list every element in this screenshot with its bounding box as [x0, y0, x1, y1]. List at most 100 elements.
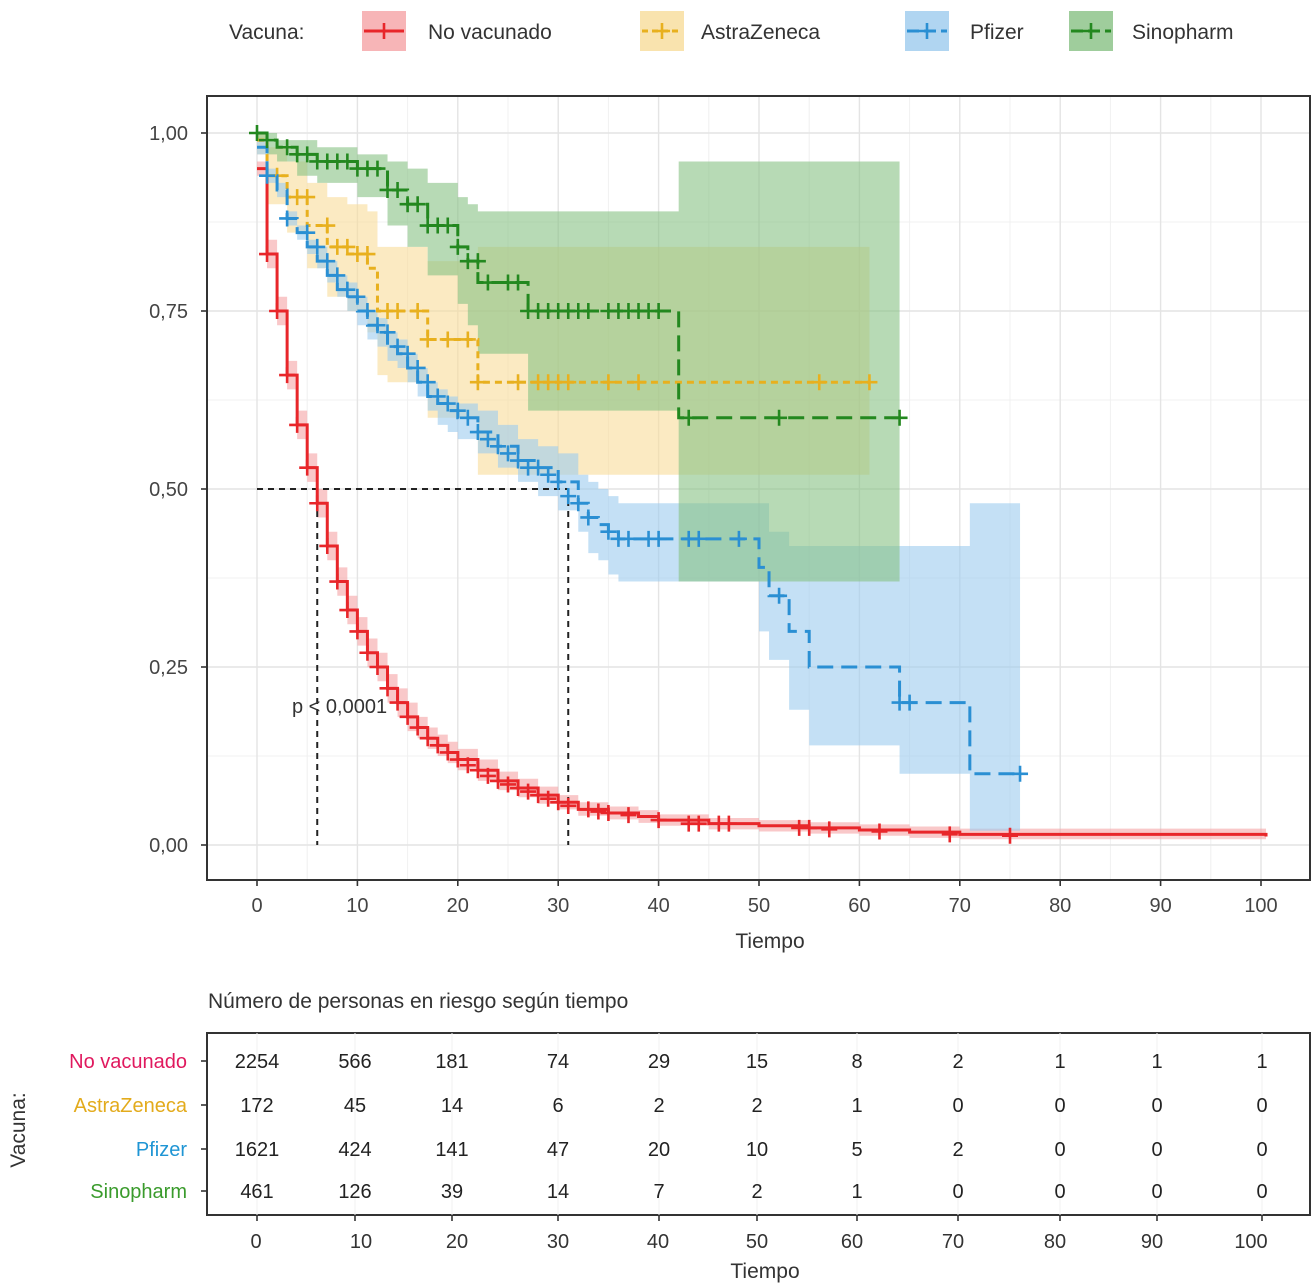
risk-cell: 14	[547, 1181, 569, 1203]
x-tick-label: 10	[346, 895, 368, 917]
legend-label: Sinopharm	[1132, 21, 1234, 44]
censor-mark	[861, 374, 878, 391]
x-axis-title: Tiempo	[735, 930, 804, 953]
censor-mark	[1002, 827, 1018, 844]
censor-mark	[359, 644, 376, 661]
risk-cell: 1621	[235, 1139, 280, 1161]
risk-x-tick-label: 40	[647, 1231, 669, 1253]
risk-table-title: Número de personas en riesgo según tiemp…	[208, 990, 628, 1013]
risk-row-label: AstraZeneca	[74, 1095, 188, 1117]
risk-cell: 10	[746, 1139, 768, 1161]
censor-mark	[259, 132, 276, 149]
censor-mark	[560, 374, 577, 391]
x-tick-label: 80	[1049, 895, 1071, 917]
risk-cell: 1	[1256, 1051, 1267, 1073]
risk-cell: 39	[441, 1181, 463, 1203]
censor-mark	[590, 803, 607, 820]
risk-cell: 0	[1054, 1181, 1065, 1203]
censor-mark	[650, 812, 667, 829]
censor-mark	[369, 160, 386, 177]
censor-mark	[469, 762, 486, 779]
risk-cell: 47	[547, 1139, 569, 1161]
x-tick-label: 30	[547, 895, 569, 917]
censor-mark	[580, 801, 597, 818]
censor-mark	[811, 374, 828, 391]
censor-mark	[479, 274, 496, 291]
survival-curves	[249, 125, 1268, 844]
censor-mark	[349, 288, 366, 305]
ci-band-sinopharm	[257, 133, 900, 582]
y-tick-label: 0,75	[149, 301, 188, 323]
censor-mark	[620, 530, 637, 547]
risk-cell: 126	[338, 1181, 371, 1203]
censor-mark	[871, 823, 888, 840]
risk-table: Número de personas en riesgo según tiemp…	[7, 990, 1311, 1283]
risk-cell: 0	[952, 1181, 963, 1203]
censor-mark	[510, 780, 527, 797]
series-pfizer	[257, 145, 1029, 782]
risk-cell: 461	[240, 1181, 273, 1203]
censor-mark	[469, 424, 486, 441]
y-tick-label: 1,00	[149, 123, 188, 145]
censor-mark	[600, 374, 617, 391]
censor-mark	[369, 317, 386, 334]
censor-mark	[771, 409, 788, 426]
censor-mark	[369, 659, 386, 675]
risk-cell: 2	[751, 1181, 762, 1203]
legend-item-sinopharm: Sinopharm	[1069, 11, 1234, 51]
censor-mark	[449, 402, 466, 419]
risk-cell: 0	[952, 1095, 963, 1117]
risk-cell: 1	[1054, 1051, 1065, 1073]
risk-x-axis-title: Tiempo	[730, 1260, 799, 1283]
censor-mark	[259, 167, 276, 184]
censor-mark	[259, 246, 276, 263]
x-tick-label: 50	[748, 895, 770, 917]
censor-mark	[510, 452, 527, 469]
censor-mark	[479, 767, 496, 784]
series-astrazeneca	[257, 138, 878, 391]
series-no-vacunado	[257, 167, 1268, 844]
legend-label: Pfizer	[970, 21, 1024, 44]
censor-mark	[409, 196, 426, 213]
censor-mark	[299, 189, 316, 206]
risk-cell: 141	[435, 1139, 468, 1161]
censor-mark	[299, 224, 316, 241]
risk-cell: 0	[1151, 1139, 1162, 1161]
censor-mark	[319, 253, 336, 270]
censor-mark	[339, 238, 356, 255]
risk-cell: 6	[552, 1095, 563, 1117]
censor-mark	[580, 509, 597, 526]
censor-mark	[449, 751, 466, 768]
censor-mark	[319, 537, 336, 554]
censor-mark	[279, 367, 296, 384]
censor-mark	[530, 787, 547, 804]
risk-cell: 2	[751, 1095, 762, 1117]
risk-cell: 0	[1151, 1095, 1162, 1117]
censor-mark	[409, 303, 426, 319]
censor-mark	[419, 730, 436, 747]
censor-mark	[771, 587, 788, 604]
censor-mark	[520, 783, 537, 800]
censor-mark	[680, 409, 697, 426]
censor-mark	[279, 210, 296, 227]
legend-key-censor	[654, 23, 670, 39]
risk-cell: 2	[653, 1095, 664, 1117]
risk-cell: 0	[1256, 1181, 1267, 1203]
risk-cell: 0	[1256, 1095, 1267, 1117]
censor-mark	[299, 146, 316, 163]
survival-plot: p < 0,0001 0,00 0,25 0,50 0,75 1,00 0 10 20 30 40 5…	[149, 95, 1311, 953]
x-tick-label: 40	[647, 895, 669, 917]
risk-cell: 8	[851, 1051, 862, 1073]
legend-item-no-vacunado: No vacunado	[362, 11, 552, 51]
x-tick-label: 20	[447, 895, 469, 917]
risk-cell: 29	[648, 1051, 670, 1073]
censor-mark	[329, 573, 346, 590]
censor-mark	[500, 776, 516, 793]
risk-x-tick-label: 90	[1141, 1231, 1163, 1253]
risk-x-tick-label: 70	[942, 1231, 964, 1253]
censor-mark	[379, 324, 396, 341]
censor-mark	[510, 274, 527, 291]
risk-row-astrazeneca: AstraZeneca 172 45 14 6 2 2 1 0 0 0 0	[74, 1095, 1268, 1117]
censor-mark	[1012, 765, 1029, 782]
legend: Vacuna: No vacunado AstraZeneca Pfizer Sinop…	[229, 11, 1234, 51]
